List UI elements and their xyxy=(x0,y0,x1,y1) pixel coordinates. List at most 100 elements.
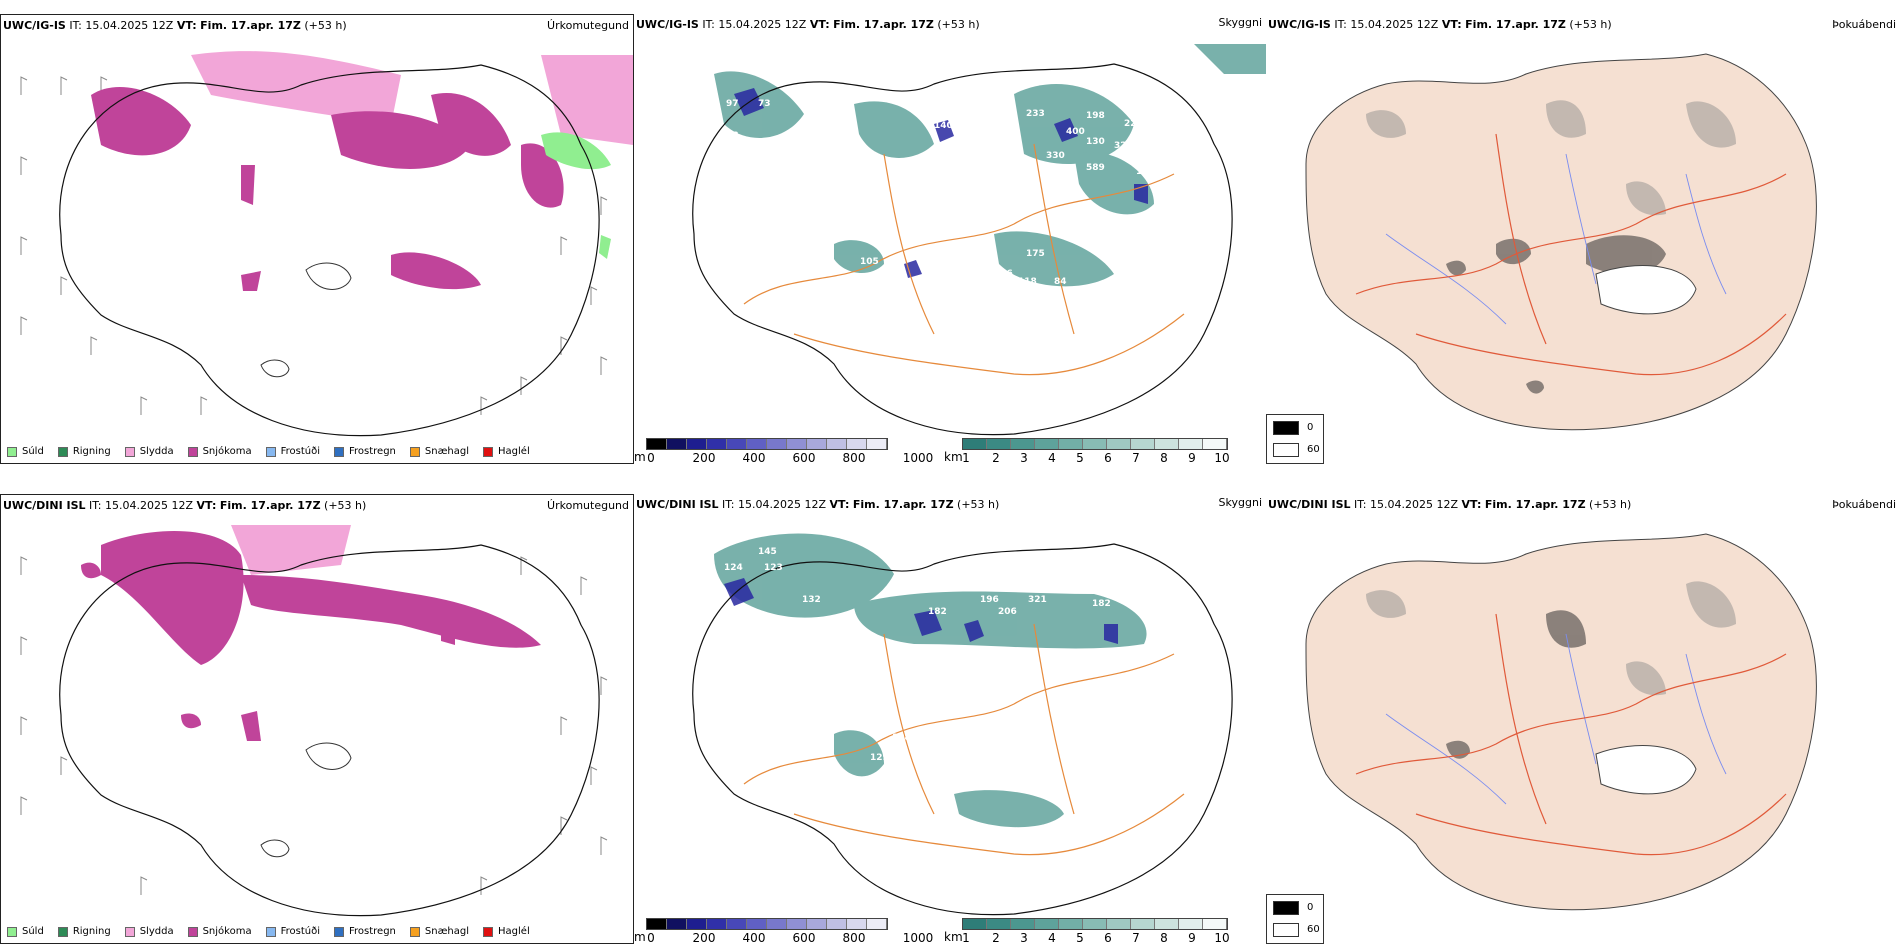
legend-swatch xyxy=(483,446,494,457)
legend-item: Snjókoma xyxy=(187,446,252,457)
iceland-fog-map xyxy=(1305,533,1817,911)
legend-swatch xyxy=(57,446,68,457)
iceland-fog-map xyxy=(1305,53,1817,431)
legend-swatch xyxy=(187,446,198,457)
legend-swatch xyxy=(483,926,494,937)
visibility-tick: 2 xyxy=(992,451,1000,465)
legend-item: Snæhagl xyxy=(409,446,469,457)
legend-swatch xyxy=(124,926,135,937)
visibility-tick: 4 xyxy=(1048,931,1056,945)
ceiling-value: 206 xyxy=(998,607,1017,617)
legend-swatch xyxy=(265,446,276,457)
visibility-unit: km xyxy=(944,450,963,464)
ceiling-value: 130 xyxy=(1086,137,1105,147)
visibility-panel-ig: UWC/IG-IS IT: 15.04.2025 12Z VT: Fim. 17… xyxy=(634,14,1266,464)
visibility-tick: 9 xyxy=(1188,451,1196,465)
legend-swatch xyxy=(334,446,344,457)
ceiling-value: 134 xyxy=(1136,167,1155,177)
ceiling-value: 145 xyxy=(758,547,777,557)
panel-title: UWC/DINI ISL IT: 15.04.2025 12Z VT: Fim.… xyxy=(636,498,1000,511)
precip-type-legend: Súld Rigning Slydda Snjókoma Frostúði Fr… xyxy=(7,446,544,457)
legend-item: Rigning xyxy=(57,926,111,937)
snow-areas xyxy=(91,86,564,291)
ceiling-value: 233 xyxy=(1026,109,1045,119)
iceland-coastline xyxy=(692,63,1233,436)
ceiling-value: 132 xyxy=(802,595,821,605)
visibility-tick: 10 xyxy=(1214,451,1230,465)
ceiling-tick: 800 xyxy=(842,451,866,465)
ceiling-value: 88 xyxy=(726,131,739,141)
ceiling-tick: 600 xyxy=(792,451,816,465)
ceiling-tick: 800 xyxy=(842,931,866,945)
ceiling-unit: m xyxy=(634,450,646,464)
ceiling-unit: m xyxy=(634,930,646,944)
legend-swatch xyxy=(7,926,17,937)
iceland-coastline xyxy=(59,64,600,437)
fog-swatch xyxy=(1273,421,1299,435)
legend-item: Haglél xyxy=(483,446,530,457)
glacier-white xyxy=(1595,745,1697,795)
fog-legend-bottom: 0 60 xyxy=(1266,894,1324,944)
ceiling-value: 400 xyxy=(1066,127,1085,137)
precip-type-panel-dini: UWC/DINI ISL IT: 15.04.2025 12Z VT: Fim.… xyxy=(0,494,634,944)
visibility-cells xyxy=(962,438,1228,450)
legend-swatch xyxy=(334,926,344,937)
ceiling-value: 84 xyxy=(1054,277,1067,287)
ceiling-value: 321 xyxy=(1028,595,1047,605)
legend-swatch xyxy=(187,926,198,937)
rivers xyxy=(1385,633,1727,805)
field-name: Úrkomutegund xyxy=(547,499,629,512)
ceiling-value: 198 xyxy=(1086,111,1105,121)
iceland-precip-map xyxy=(20,525,608,917)
field-name: Þokuábendi xyxy=(1832,18,1896,31)
ceiling-value: 175 xyxy=(1026,249,1045,259)
fog-swatch xyxy=(1273,901,1299,915)
legend-swatch xyxy=(124,446,135,457)
ceiling-value: 182 xyxy=(1092,599,1111,609)
visibility-tick: 1 xyxy=(962,931,970,945)
fog-indicator-panel-ig: UWC/IG-IS IT: 15.04.2025 12Z VT: Fim. 17… xyxy=(1266,14,1900,464)
ceiling-tick: 0 xyxy=(647,451,655,465)
ceiling-value: 97 xyxy=(1118,277,1131,287)
visibility-tick: 5 xyxy=(1076,451,1084,465)
ceiling-value: 556 xyxy=(1072,563,1091,573)
ceiling-value: 182 xyxy=(928,607,947,617)
legend-swatch xyxy=(409,446,420,457)
iceland-precip-map xyxy=(20,51,633,437)
panel-title: UWC/IG-IS IT: 15.04.2025 12Z VT: Fim. 17… xyxy=(636,18,980,31)
field-name: Skyggni xyxy=(1218,496,1262,509)
fog-swatch xyxy=(1273,443,1299,457)
legend-item: Frostúði xyxy=(265,926,320,937)
legend-item: Frostregn xyxy=(334,446,396,457)
ceiling-value-labels: 145 124 123 132 182 196 206 321 556 182 … xyxy=(724,547,1111,763)
panel-title: UWC/DINI ISL IT: 15.04.2025 12Z VT: Fim.… xyxy=(1268,498,1632,511)
ceiling-tick: 200 xyxy=(692,451,716,465)
ceiling-tick: 600 xyxy=(792,931,816,945)
ceiling-value: 78 xyxy=(1046,187,1059,197)
visibility-tick: 3 xyxy=(1020,451,1028,465)
legend-item: Snæhagl xyxy=(409,926,469,937)
legend-swatch xyxy=(265,926,276,937)
ceiling-cells xyxy=(646,438,888,450)
legend-item: Slydda xyxy=(124,926,174,937)
ceiling-value: 129 xyxy=(870,753,889,763)
wind-barbs xyxy=(20,76,608,415)
drizzle-areas xyxy=(541,132,611,259)
legend-swatch xyxy=(7,446,17,457)
field-name: Úrkomutegund xyxy=(547,19,629,32)
legend-item: Haglél xyxy=(483,926,530,937)
visibility-tick: 8 xyxy=(1160,931,1168,945)
fog-legend-top: 0 60 xyxy=(1266,414,1324,464)
visibility-panel-dini: UWC/DINI ISL IT: 15.04.2025 12Z VT: Fim.… xyxy=(634,494,1266,944)
field-name: Þokuábendi xyxy=(1832,498,1896,511)
ceiling-value: 107 xyxy=(1174,173,1193,183)
visibility-tick: 3 xyxy=(1020,931,1028,945)
visibility-unit: km xyxy=(944,930,963,944)
sleet-areas xyxy=(191,51,633,145)
ceiling-value: 196 xyxy=(980,595,999,605)
visibility-tick: 6 xyxy=(1104,451,1112,465)
visibility-tick: 7 xyxy=(1132,451,1140,465)
visibility-tick: 7 xyxy=(1132,931,1140,945)
mountain-shading xyxy=(1366,100,1736,216)
wind-barbs xyxy=(20,556,608,895)
